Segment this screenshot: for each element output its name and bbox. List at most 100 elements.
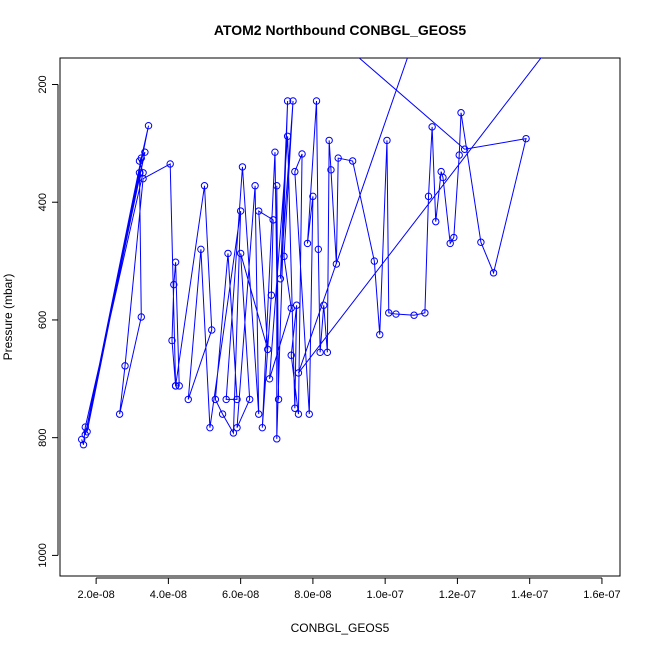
- data-point: [325, 136, 333, 145]
- data-point: [291, 404, 299, 412]
- data-point: [410, 311, 418, 319]
- data-point: [303, 239, 312, 248]
- data-point: [168, 336, 176, 345]
- data-point: [200, 182, 209, 190]
- x-tick-label: 8.0e-08: [294, 589, 331, 601]
- y-axis-label: Pressure (mbar): [1, 274, 15, 361]
- data-point: [424, 192, 433, 201]
- data-point: [137, 154, 145, 162]
- y-tick-label: 400: [37, 193, 49, 211]
- data-point: [489, 269, 498, 277]
- data-point: [287, 351, 295, 359]
- data-point: [184, 395, 192, 404]
- data-point: [218, 410, 227, 418]
- data-point: [139, 174, 147, 183]
- x-tick-label: 1.6e-07: [583, 589, 620, 601]
- data-point: [432, 217, 440, 226]
- data-point: [280, 252, 288, 261]
- data-point: [144, 121, 153, 130]
- data-point: [251, 182, 259, 190]
- data-point: [273, 182, 281, 190]
- data-point: [197, 245, 205, 254]
- data-point: [236, 207, 245, 215]
- data-point: [81, 423, 89, 431]
- data-point: [385, 309, 393, 317]
- y-tick-label: 1000: [37, 543, 49, 567]
- data-point: [83, 428, 91, 436]
- data-point: [264, 345, 272, 354]
- y-axis: 200 400 600 800 1000: [37, 75, 59, 568]
- data-point: [141, 148, 149, 156]
- data-point: [450, 233, 458, 242]
- data-point: [238, 163, 247, 171]
- data-point: [79, 441, 88, 449]
- data-point: [376, 330, 384, 339]
- data-point: [269, 216, 277, 224]
- data-point: [206, 423, 214, 432]
- data-point: [137, 313, 145, 321]
- x-tick-label: 6.0e-08: [222, 589, 259, 601]
- data-point: [392, 310, 400, 318]
- data-point: [258, 423, 267, 432]
- data-point: [327, 166, 335, 174]
- data-point: [457, 109, 465, 117]
- data-point: [522, 134, 530, 143]
- data-point: [166, 160, 174, 168]
- data-point: [298, 150, 306, 158]
- x-tick-label: 1.4e-07: [511, 589, 548, 601]
- data-point: [283, 97, 292, 105]
- x-tick-label: 2.0e-08: [77, 589, 114, 601]
- data-point: [245, 395, 254, 404]
- series-layer: [77, 58, 542, 449]
- data-point: [294, 410, 303, 418]
- data-point: [171, 382, 180, 390]
- data-point: [222, 395, 230, 404]
- x-axis: 2.0e-08 4.0e-08 6.0e-08 8.0e-08 1.0e-07 1.2e-…: [77, 577, 621, 601]
- data-point: [421, 309, 429, 317]
- data-point: [271, 148, 279, 156]
- data-point: [115, 410, 124, 418]
- data-point: [171, 258, 180, 266]
- y-tick-label: 800: [37, 428, 49, 446]
- chart-title: ATOM2 Northbound CONBGL_GEOS5: [214, 22, 466, 38]
- data-point: [439, 173, 447, 182]
- y-tick-label: 200: [37, 75, 49, 93]
- data-point: [229, 429, 238, 437]
- data-point: [316, 348, 324, 357]
- data-point: [332, 260, 341, 268]
- data-point: [255, 207, 263, 215]
- data-point: [383, 136, 391, 145]
- data-point: [314, 245, 323, 254]
- data-point: [291, 167, 299, 176]
- data-point: [211, 395, 220, 404]
- data-point: [276, 275, 285, 283]
- series-line: [81, 58, 542, 445]
- data-point: [323, 348, 332, 357]
- data-point: [273, 435, 281, 443]
- data-point: [274, 395, 283, 404]
- data-point: [233, 395, 241, 404]
- data-point: [170, 280, 178, 289]
- x-tick-label: 1.2e-07: [439, 589, 476, 601]
- data-point: [460, 145, 469, 153]
- data-point: [446, 239, 454, 248]
- data-point: [289, 97, 297, 105]
- data-point: [236, 249, 245, 258]
- data-point: [224, 249, 232, 258]
- data-point: [309, 192, 317, 201]
- data-point: [320, 301, 328, 309]
- data-point: [305, 410, 313, 418]
- data-point: [265, 375, 274, 383]
- data-point: [121, 362, 129, 370]
- x-tick-label: 4.0e-08: [150, 589, 187, 601]
- data-point: [255, 410, 263, 418]
- data-point: [348, 157, 357, 165]
- data-point: [370, 257, 379, 265]
- data-point: [455, 151, 463, 159]
- data-point: [233, 423, 241, 432]
- data-point: [294, 369, 303, 377]
- data-point: [139, 169, 147, 177]
- data-point: [283, 132, 292, 140]
- x-tick-label: 1.0e-07: [367, 589, 404, 601]
